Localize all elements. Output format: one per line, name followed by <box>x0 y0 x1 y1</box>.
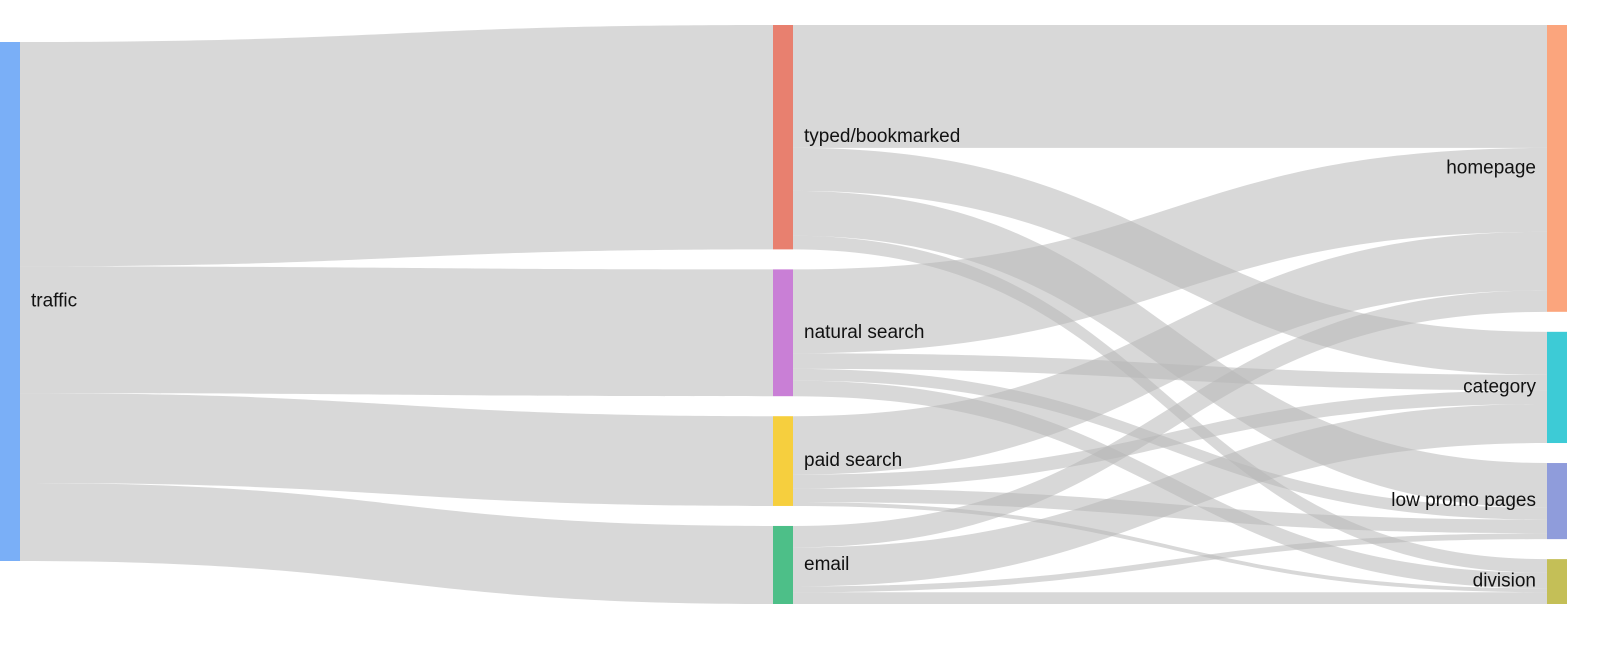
link-email-to-category <box>793 404 1547 587</box>
link-email-to-lowpromo <box>793 533 1547 593</box>
link-traffic-to-natural <box>20 266 773 397</box>
links-layer <box>20 25 1547 604</box>
node-label-traffic: traffic <box>31 291 77 312</box>
node-traffic <box>0 42 20 561</box>
link-email-to-homepage <box>793 290 1547 548</box>
labels-layer: traffic typed/bookmarked natural search pai… <box>31 126 1536 591</box>
link-traffic-to-email <box>20 482 773 604</box>
link-paid-to-division <box>793 502 1547 593</box>
node-typed <box>773 25 793 250</box>
nodes-layer <box>0 25 1567 604</box>
node-natural <box>773 269 793 397</box>
node-email <box>773 525 793 604</box>
link-natural-to-homepage <box>793 147 1547 354</box>
node-paid <box>773 416 793 506</box>
link-typed-to-division <box>793 235 1547 573</box>
link-paid-to-category <box>793 390 1547 489</box>
link-traffic-to-typed <box>20 25 773 267</box>
node-label-natural: natural search <box>804 322 924 343</box>
node-label-typed: typed/bookmarked <box>804 126 960 147</box>
node-label-category: category <box>1463 376 1536 397</box>
link-traffic-to-paid <box>20 393 773 506</box>
node-lowpromo <box>1547 463 1567 540</box>
link-typed-to-homepage <box>793 25 1547 148</box>
link-paid-to-homepage <box>793 231 1547 475</box>
node-label-homepage: homepage <box>1446 157 1536 178</box>
node-division <box>1547 559 1567 604</box>
node-label-email: email <box>804 554 849 575</box>
node-homepage <box>1547 25 1567 312</box>
node-label-paid: paid search <box>804 450 902 471</box>
node-label-division: division <box>1473 571 1536 592</box>
node-label-lowpromo: low promo pages <box>1391 490 1536 511</box>
link-email-to-division <box>793 592 1547 604</box>
node-category <box>1547 331 1567 444</box>
